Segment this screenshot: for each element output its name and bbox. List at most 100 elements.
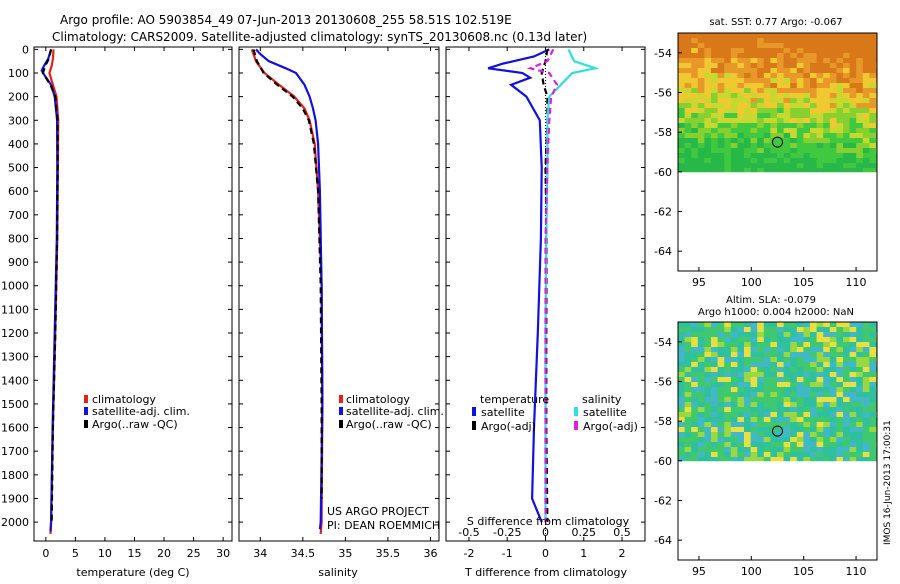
map-cell — [724, 377, 732, 383]
x-tick-label: 0 — [42, 547, 49, 560]
map-cell — [836, 113, 844, 119]
map-cell — [843, 33, 850, 39]
map-cell — [810, 73, 817, 79]
map-cell — [757, 143, 765, 149]
map-cell — [816, 48, 824, 54]
map-cell — [711, 33, 718, 39]
map-y-tick-label: -62 — [654, 206, 672, 219]
map-cell — [790, 168, 798, 173]
map-cell — [744, 382, 751, 388]
map-cell — [684, 133, 692, 139]
map-cell — [711, 158, 718, 164]
map-cell — [803, 372, 811, 378]
s-tick-label: -0.5 — [458, 526, 479, 539]
map-cell — [816, 452, 824, 458]
map-cell — [790, 327, 798, 333]
map-cell — [810, 387, 817, 393]
map-y-tick-label: -54 — [654, 47, 672, 60]
map-cell — [678, 53, 685, 59]
map-cell — [823, 397, 831, 403]
map-cell — [816, 143, 824, 149]
map-cell — [796, 158, 804, 164]
map-cell — [697, 362, 705, 368]
map-cell — [803, 452, 811, 458]
depth-tick-label: 900 — [8, 256, 29, 269]
map-cell — [803, 417, 811, 423]
map-cell — [810, 113, 817, 119]
map-cell — [757, 93, 765, 99]
map-cell — [717, 153, 725, 159]
map-cell — [803, 53, 811, 59]
map-cell — [757, 432, 765, 438]
map-cell — [684, 452, 692, 458]
map-cell — [763, 327, 771, 333]
map-cell — [717, 437, 725, 443]
map-cell — [717, 357, 725, 363]
map-cell — [678, 58, 685, 64]
map-cell — [678, 88, 685, 94]
map-cell — [711, 53, 718, 59]
map-cell — [770, 158, 778, 164]
map-cell — [862, 442, 870, 448]
map-cell — [849, 427, 857, 433]
map-cell — [770, 128, 778, 134]
map-cell — [678, 437, 685, 443]
map-cell — [829, 422, 837, 428]
legend-climatology: climatology — [92, 393, 156, 406]
map-cell — [823, 78, 831, 84]
map-cell — [763, 407, 771, 413]
map-cell — [836, 88, 844, 94]
map-cell — [869, 407, 877, 413]
map-cell — [849, 48, 857, 54]
map-cell — [803, 88, 811, 94]
map-cell — [790, 73, 798, 79]
map-cell — [737, 347, 745, 353]
map-cell — [711, 128, 718, 134]
map-cell — [750, 123, 758, 129]
map-cell — [763, 83, 771, 89]
map-cell — [856, 163, 864, 169]
map-cell — [796, 432, 804, 438]
map-cell — [823, 392, 831, 398]
map-cell — [770, 437, 778, 443]
map-cell — [777, 372, 784, 378]
map-cell — [750, 33, 758, 39]
map-cell — [829, 322, 837, 328]
map-cell — [744, 78, 751, 84]
map-cell — [737, 148, 745, 154]
map-cell — [763, 447, 771, 453]
map-cell — [711, 382, 718, 388]
map-cell — [724, 457, 732, 462]
map-y-tick-label: -64 — [654, 245, 672, 258]
map-cell — [744, 153, 751, 159]
map-cell — [790, 322, 798, 328]
map-cell — [777, 392, 784, 398]
map-cell — [744, 342, 751, 348]
map-cell — [836, 93, 844, 99]
map-cell — [816, 357, 824, 363]
map-cell — [724, 417, 732, 423]
map-cell — [790, 387, 798, 393]
map-cell — [704, 387, 712, 393]
map-cell — [697, 168, 705, 173]
legend-swatch-argo — [84, 420, 88, 428]
map-cell — [869, 332, 877, 338]
map-cell — [843, 372, 850, 378]
map-cell — [711, 93, 718, 99]
map-cell — [803, 98, 811, 104]
map-cell — [724, 128, 732, 134]
map-cell — [843, 457, 850, 462]
map-cell — [810, 337, 817, 343]
map-cell — [750, 417, 758, 423]
salinity-panel: 34 34.5 35 35.5 36 climatology satellite-adj… — [238, 46, 444, 579]
map-cell — [790, 113, 798, 119]
map-cell — [711, 148, 718, 154]
map-cell — [684, 93, 692, 99]
map-cell — [717, 352, 725, 358]
map-cell — [770, 407, 778, 413]
map-cell — [684, 98, 692, 104]
map-cell — [678, 457, 685, 462]
map-cell — [816, 397, 824, 403]
map-cell — [763, 362, 771, 368]
map-cell — [730, 457, 738, 462]
